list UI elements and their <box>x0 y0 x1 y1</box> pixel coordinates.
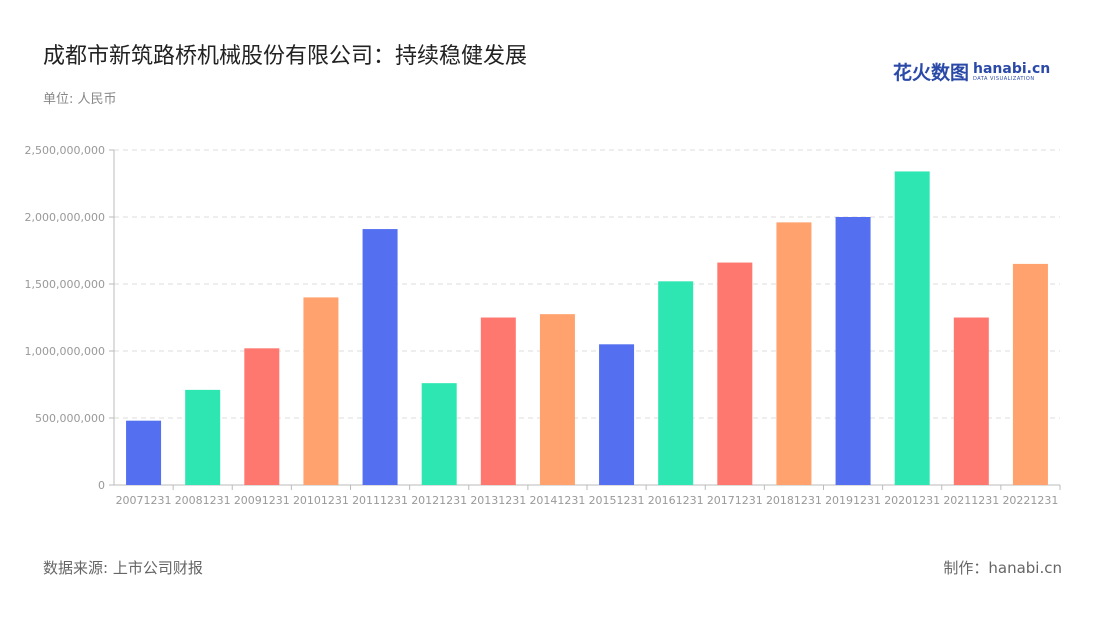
bar <box>776 222 812 486</box>
bar <box>717 262 753 485</box>
bar <box>658 281 694 485</box>
bar <box>362 229 398 485</box>
x-tick-label: 20151231 <box>589 494 645 507</box>
chart-title: 成都市新筑路桥机械股份有限公司：持续稳健发展 <box>43 44 528 69</box>
x-tick-label: 20091231 <box>234 494 290 507</box>
x-tick-label: 20101231 <box>293 494 349 507</box>
y-tick-label: 1,500,000,000 <box>25 278 105 291</box>
bar <box>244 348 280 485</box>
x-tick-label: 20131231 <box>470 494 526 507</box>
bar <box>421 383 457 485</box>
x-tick-label: 20111231 <box>352 494 408 507</box>
x-tick-label: 20071231 <box>116 494 172 507</box>
data-source: 数据来源: 上市公司财报 <box>43 559 203 577</box>
logo-en: hanabi.cn DATA VISUALIZATION <box>973 62 1050 82</box>
bar <box>539 314 575 485</box>
x-tick-label: 20171231 <box>707 494 763 507</box>
x-tick-label: 20181231 <box>766 494 822 507</box>
y-tick-label: 0 <box>98 479 105 492</box>
x-tick-label: 20211231 <box>943 494 999 507</box>
brand-logo: 花火数图 hanabi.cn DATA VISUALIZATION <box>893 58 1050 85</box>
y-tick-label: 500,000,000 <box>35 412 105 425</box>
credit: 制作：hanabi.cn <box>943 559 1062 577</box>
x-tick-label: 20221231 <box>1002 494 1058 507</box>
bar <box>303 297 339 485</box>
unit-label: 单位: 人民币 <box>43 92 117 107</box>
bar <box>894 171 930 485</box>
x-tick-label: 20141231 <box>529 494 585 507</box>
x-tick-label: 20201231 <box>884 494 940 507</box>
x-tick-label: 20121231 <box>411 494 467 507</box>
bar <box>126 420 162 485</box>
x-tick-label: 20191231 <box>825 494 881 507</box>
bar <box>480 317 516 485</box>
y-tick-label: 1,000,000,000 <box>25 345 105 358</box>
bar <box>599 344 635 485</box>
y-tick-label: 2,500,000,000 <box>25 144 105 157</box>
logo-tagline: DATA VISUALIZATION <box>973 75 1035 82</box>
bar <box>953 317 989 485</box>
x-tick-label: 20161231 <box>648 494 704 507</box>
bar <box>835 217 871 485</box>
x-tick-label: 20081231 <box>175 494 231 507</box>
bar <box>185 389 221 485</box>
bar <box>1012 263 1048 485</box>
y-tick-label: 2,000,000,000 <box>25 211 105 224</box>
logo-en-text: hanabi.cn <box>973 60 1051 77</box>
logo-cn-text: 花火数图 <box>893 62 970 84</box>
